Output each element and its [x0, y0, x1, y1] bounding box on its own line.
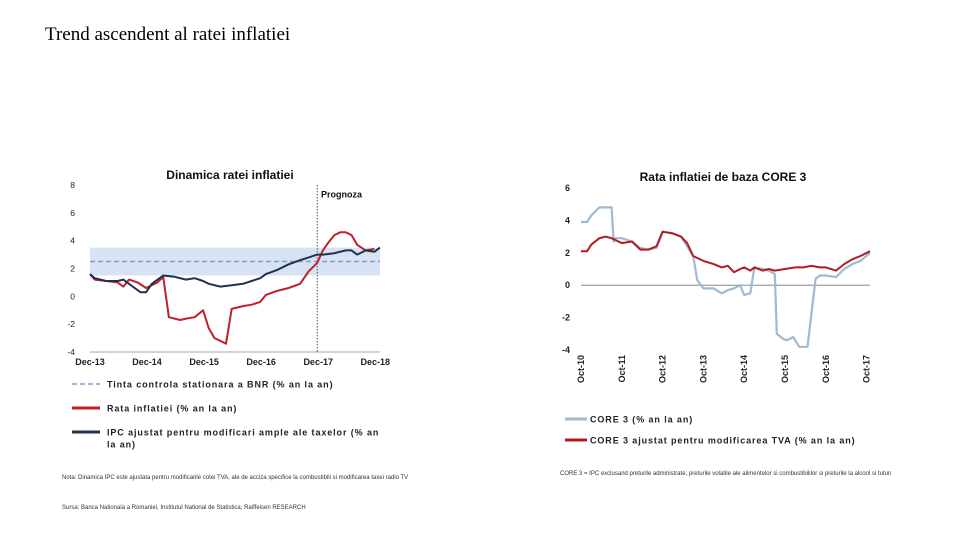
forecast-label: Prognoza: [321, 190, 363, 200]
note-right: CORE 3 = IPC exclusand preturile adminis…: [560, 471, 892, 477]
x-tick-label: Oct-10: [576, 355, 586, 383]
x-tick-label: Dec-18: [360, 357, 390, 367]
y-tick-label: 0: [70, 291, 75, 301]
x-tick-label: Oct-11: [617, 355, 627, 383]
core3-line: [581, 206, 871, 348]
x-tick-label: Oct-12: [658, 355, 668, 383]
x-tick-label: Oct-13: [698, 355, 708, 383]
legend-label: CORE 3 (% an la an): [590, 415, 693, 425]
chart-title: Dinamica ratei inflatiei: [166, 168, 293, 182]
x-tick-label: Dec-15: [189, 357, 219, 367]
y-tick-label: 4: [565, 215, 570, 225]
x-tick-label: Dec-17: [303, 357, 333, 367]
chart-inflation-dynamics: Dinamica ratei inflatiei 8 6 4 2 0 -2 -4Dec-13…: [67, 168, 390, 450]
y-tick-label: -2: [67, 319, 75, 329]
y-tick-label: 4: [70, 236, 75, 246]
y-tick-label: -4: [562, 345, 570, 355]
y-tick-label: -4: [67, 347, 75, 357]
x-tick-label: Oct-14: [739, 355, 749, 383]
y-tick-label: 6: [565, 183, 570, 193]
source-left: Sursa: Banca Nationala a Romaniei, Insti…: [62, 505, 306, 511]
legend-label: Rata inflatiei (% an la an): [107, 404, 237, 414]
chart-core3: Rata inflatiei de baza CORE 3 6 4 2 0 -2 -4 Oc…: [562, 170, 872, 446]
chart-title: Rata inflatiei de baza CORE 3: [640, 170, 807, 184]
note-left: Nota: Dinamica IPC este ajustata pentru …: [62, 475, 409, 481]
legend-label: CORE 3 ajustat pentru modificarea TVA (%…: [590, 436, 856, 446]
x-tick-label: Oct-16: [821, 355, 831, 383]
x-tick-label: Dec-13: [75, 357, 105, 367]
page-title: Trend ascendent al ratei inflatiei: [45, 24, 291, 45]
x-tick-label: Dec-14: [132, 357, 162, 367]
y-tick-label: 2: [70, 264, 75, 274]
y-tick-label: 8: [70, 180, 75, 190]
y-tick-label: 0: [565, 280, 570, 290]
x-tick-label: Oct-15: [780, 355, 790, 383]
x-tick-label: Dec-16: [246, 357, 276, 367]
legend-label: IPC ajustat pentru modificari ample ale …: [107, 428, 379, 450]
legend-label: Tinta controla stationara a BNR (% an la…: [107, 380, 333, 390]
x-tick-label: Oct-17: [862, 355, 872, 383]
adjusted-cpi-line: [89, 246, 381, 294]
core3-adjusted-line: [581, 230, 871, 274]
cpi-line: [89, 231, 375, 345]
y-tick-label: 2: [565, 248, 570, 258]
y-tick-label: 6: [70, 208, 75, 218]
y-tick-label: -2: [562, 313, 570, 323]
